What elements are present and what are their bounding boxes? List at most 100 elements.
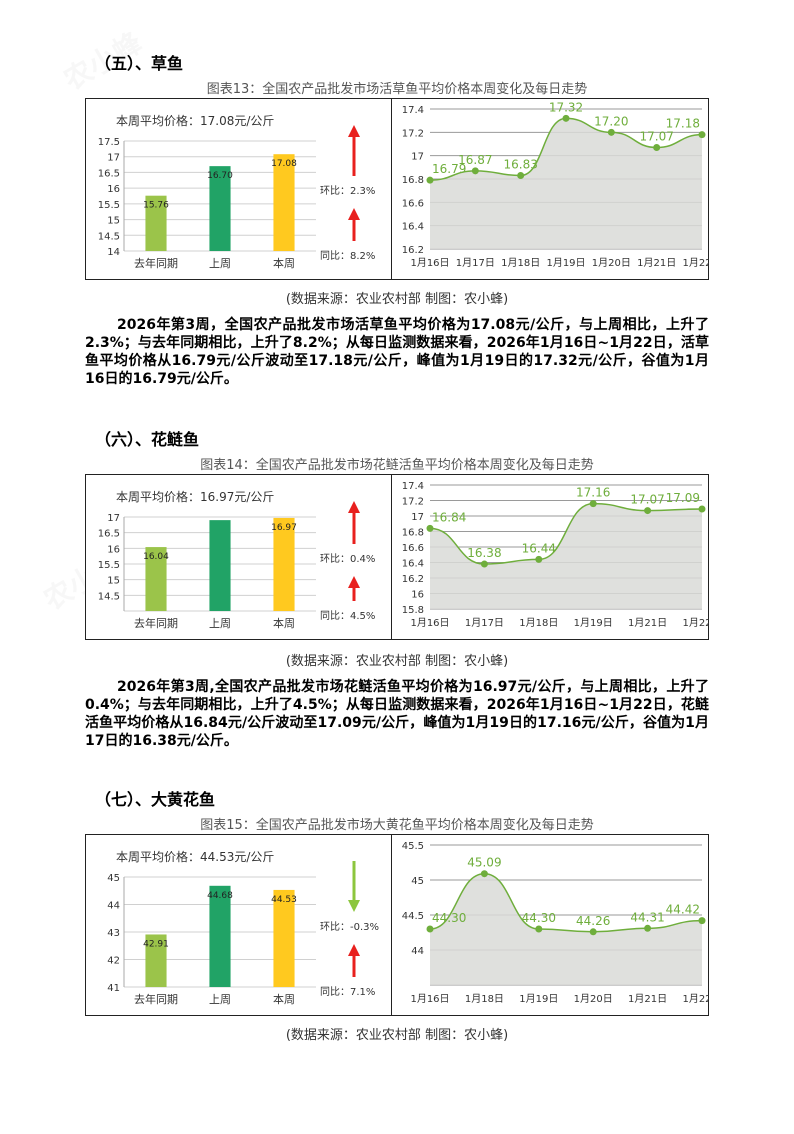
bar-value-label: 17.08: [271, 159, 297, 169]
y-tick-label: 14: [107, 247, 120, 258]
area-fill: [430, 118, 702, 249]
x-tick-label: 1月20日: [574, 993, 613, 1005]
x-tick-label: 上周: [209, 257, 231, 270]
figure-caption: 图表15：全国农产品批发市场大黄花鱼平均价格本周变化及每日走势: [200, 818, 594, 833]
bar: [273, 154, 295, 251]
y-tick-label: 15: [107, 216, 120, 227]
bar: [273, 517, 295, 611]
x-tick-label: 1月17日: [465, 617, 504, 629]
y-tick-label: 42: [107, 956, 120, 967]
x-tick-label: 1月16日: [410, 617, 449, 629]
x-tick-label: 1月21日: [628, 993, 667, 1005]
x-tick-label: 1月21日: [628, 617, 667, 629]
bar-value-label: 15.76: [143, 201, 169, 211]
weekly-avg-label: 本周平均价格：17.08元/公斤: [116, 113, 274, 128]
data-point: [480, 560, 488, 568]
y-tick-label: 15.5: [98, 200, 120, 211]
para-text: ，活草鱼平均价格从16.79元/公斤波动至17.18元/公斤，峰值为1月19日的…: [85, 335, 709, 387]
figure-caption: 图表14：全国农产品批发市场花鲢活鱼平均价格本周变化及每日走势: [200, 458, 594, 473]
data-source: (数据来源：农业农村部 制图：农小蜂): [285, 292, 509, 307]
yoy-arrow-head: [348, 944, 360, 956]
data-point: [653, 144, 661, 151]
x-tick-label: 上周: [209, 993, 231, 1006]
section-grass-carp: （五）、草鱼 图表13：全国农产品批发市场活草鱼平均价格本周变化及每日走势 本周…: [0, 48, 794, 398]
section-large-yellow-croaker: （七）、大黄花鱼 图表15：全国农产品批发市场大黄花鱼平均价格本周变化及每日走势…: [0, 784, 794, 1134]
data-point: [589, 928, 597, 936]
yoy-label: 同比：7.1%: [320, 986, 375, 998]
divider: [391, 475, 392, 639]
y-tick-label: 17: [107, 153, 120, 164]
data-point: [426, 925, 434, 933]
x-tick-label: 上周: [209, 617, 231, 630]
point-value-label: 44.30: [432, 911, 466, 925]
data-point: [644, 924, 652, 932]
y-tick-label: 45: [411, 876, 424, 887]
point-value-label: 16.87: [458, 153, 492, 167]
y-tick-label: 16.6: [402, 543, 424, 554]
y-tick-label: 16.5: [98, 168, 120, 179]
x-tick-label: 1月19日: [519, 993, 558, 1005]
x-tick-label: 1月22日: [682, 993, 709, 1005]
point-value-label: 17.09: [666, 491, 700, 505]
divider: [391, 835, 392, 1015]
x-tick-label: 1月21日: [637, 257, 676, 269]
para-lead: 2026年第3周,: [117, 679, 215, 695]
bar: [273, 889, 295, 987]
y-tick-label: 14.5: [98, 231, 120, 242]
point-value-label: 16.84: [432, 510, 466, 524]
bar: [209, 166, 231, 251]
mom-arrow-head: [348, 125, 360, 137]
point-value-label: 17.20: [594, 114, 628, 128]
data-point: [698, 131, 706, 139]
y-tick-label: 45: [107, 873, 120, 884]
y-tick-label: 16.5: [98, 529, 120, 540]
daily-line-chart: 16.2 16.4 16.6 16.8 17 17.2 17.4 16.79 1月16日 16.8…: [402, 100, 709, 269]
point-value-label: 17.18: [666, 117, 700, 131]
weekly-bar-chart: 本周平均价格：17.08元/公斤 14 14.5 15 15.5 16 16.5 17 17.5…: [98, 113, 376, 270]
bar: [209, 520, 231, 611]
data-point: [698, 505, 706, 513]
area-fill: [430, 503, 702, 609]
figure-caption: 图表13：全国农产品批发市场活草鱼平均价格本周变化及每日走势: [206, 82, 588, 97]
chart-panel: 本周平均价格：17.08元/公斤 14 14.5 15 15.5 16 16.5 17 17.5…: [85, 98, 709, 280]
y-tick-label: 44.5: [402, 911, 424, 922]
weekly-avg-label: 本周平均价格：16.97元/公斤: [116, 489, 274, 504]
point-value-label: 17.07: [639, 130, 673, 144]
data-point: [426, 176, 434, 184]
point-value-label: 16.38: [467, 546, 501, 560]
yoy-label: 同比：8.2%: [320, 250, 375, 262]
point-value-label: 17.07: [630, 493, 664, 507]
point-value-label: 17.32: [549, 100, 583, 114]
weekly-bar-chart: 本周平均价格：16.97元/公斤 14.5 15 15.5 16 16.5 17 16.04 去…: [98, 489, 376, 630]
yoy-arrow-head: [348, 576, 360, 588]
data-point: [426, 524, 434, 532]
y-tick-label: 45.5: [402, 841, 424, 852]
x-tick-label: 本周: [273, 616, 295, 630]
x-tick-label: 1月18日: [519, 617, 558, 629]
x-tick-label: 1月18日: [465, 993, 504, 1005]
para-text: ，花鲢活鱼平均价格从16.84元/公斤波动至17.09元/公斤，峰值为1月19日…: [85, 697, 709, 749]
x-tick-label: 1月22日: [682, 617, 709, 629]
x-tick-label: 1月19日: [574, 617, 613, 629]
y-tick-label: 15.8: [402, 605, 424, 616]
y-tick-label: 17: [411, 512, 424, 523]
point-value-label: 44.26: [576, 914, 610, 928]
x-tick-label: 1月22日: [682, 257, 709, 269]
x-tick-label: 去年同期: [134, 992, 178, 1006]
area-fill: [430, 873, 702, 985]
y-tick-label: 41: [107, 983, 120, 994]
para-date-range: 2026年1月16日~1月22日: [486, 335, 667, 351]
x-tick-label: 本周: [273, 256, 295, 270]
weekly-bar-chart: 本周平均价格：44.53元/公斤 41 42 43 44 45 42.91 去年同期 44.68…: [107, 849, 379, 1006]
section-title: （七）、大黄花鱼: [95, 790, 216, 809]
x-tick-label: 1月16日: [410, 993, 449, 1005]
y-tick-label: 17: [107, 513, 120, 524]
point-value-label: 44.30: [522, 911, 556, 925]
data-point: [535, 925, 543, 933]
daily-line-chart: 44 44.5 45 45.5 44.30 1月16日 45.09 1月18日 44.30 1月1…: [402, 841, 709, 1005]
x-tick-label: 1月16日: [410, 257, 449, 269]
divider: [391, 99, 392, 279]
chart-panel: 本周平均价格：44.53元/公斤 41 42 43 44 45 42.91 去年同期 44.68…: [85, 834, 709, 1016]
daily-line-chart: 15.8 16 16.2 16.4 16.6 16.8 17 17.2 17.4 16.84 1月1…: [402, 481, 709, 629]
point-value-label: 16.83: [503, 158, 537, 172]
